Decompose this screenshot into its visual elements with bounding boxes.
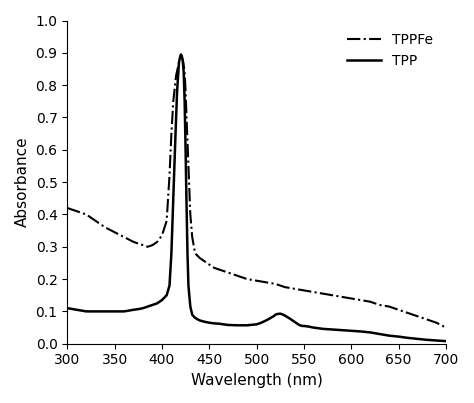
TPPFe [244, 277, 250, 282]
TPP [177, 55, 183, 60]
TPP [263, 318, 269, 323]
TPP [64, 306, 70, 311]
X-axis label: Wavelength (nm): Wavelength (nm) [191, 373, 322, 388]
Line: TPPFe: TPPFe [67, 58, 446, 328]
TPPFe [171, 99, 176, 104]
TPP [192, 316, 198, 320]
TPPFe [443, 325, 449, 330]
TPPFe [180, 57, 186, 62]
TPPFe [176, 60, 182, 65]
Legend: TPPFe, TPP: TPPFe, TPP [341, 27, 439, 73]
TPPFe [178, 55, 184, 60]
Line: TPP: TPP [67, 54, 446, 341]
TPPFe [64, 206, 70, 210]
TPPFe [145, 244, 151, 249]
TPP [174, 89, 180, 94]
TPP [178, 52, 184, 57]
Y-axis label: Absorbance: Absorbance [15, 137, 30, 227]
TPPFe [167, 173, 173, 178]
TPP [190, 312, 195, 317]
TPP [301, 324, 307, 328]
TPP [443, 339, 449, 343]
